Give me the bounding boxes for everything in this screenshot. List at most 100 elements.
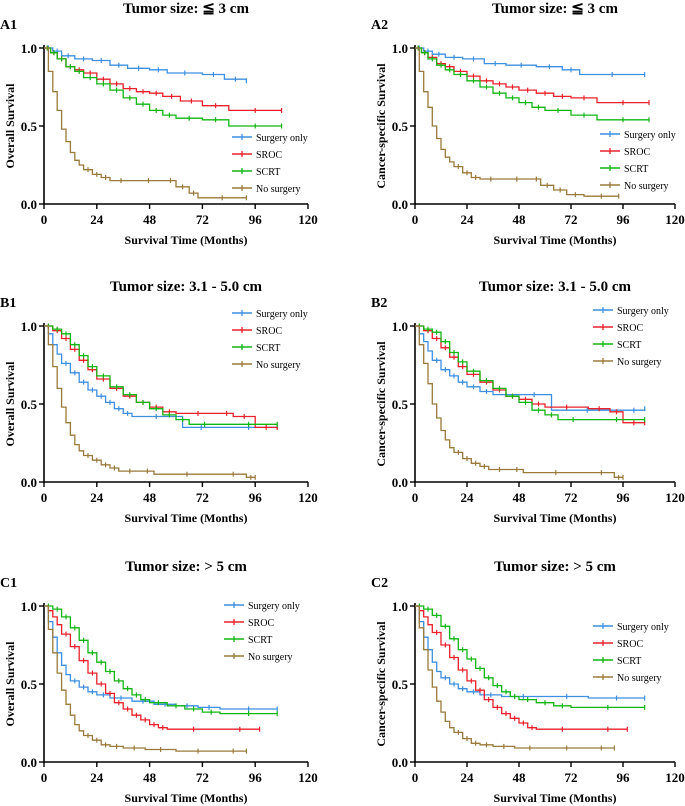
legend-label: SROC — [617, 639, 643, 650]
x-tick-label: 72 — [565, 770, 578, 785]
x-axis-label: Survival Time (Months) — [125, 511, 248, 525]
panel-label: A2 — [371, 18, 388, 33]
legend-label: No surgery — [624, 181, 669, 192]
y-tick-label: 0.5 — [392, 119, 409, 134]
x-tick-label: 24 — [461, 770, 475, 785]
legend-label: SCRT — [256, 343, 280, 354]
legend-label: SCRT — [617, 340, 641, 351]
y-tick-label: 1.0 — [21, 599, 37, 614]
legend-label: SROC — [248, 618, 274, 629]
curve-scrt — [415, 47, 649, 121]
panel-a2: Tumor size: ≦ 3 cm A2 0 24 48 72 96 120 0.0 0.5 1.… — [371, 1, 685, 247]
legend-label: SCRT — [624, 164, 648, 175]
curve-sroc — [44, 605, 260, 730]
y-axis-label: Overall Survival — [3, 83, 17, 169]
x-tick-label: 120 — [298, 212, 318, 227]
legend-label: SCRT — [248, 635, 272, 646]
panel-c1: Tumor size: > 5 cm C1 0 24 48 72 96 120 0.0 0.5 1.… — [0, 559, 318, 805]
y-tick-label: 0.0 — [21, 197, 37, 212]
legend: Surgery only SROC SCRT No surgery — [224, 601, 300, 663]
legend-label: SROC — [256, 326, 282, 337]
x-tick-label: 24 — [461, 490, 475, 505]
y-axis-label: Cancer-specific Survival — [374, 621, 388, 747]
panel-label: C1 — [0, 576, 17, 591]
x-tick-label: 120 — [665, 212, 685, 227]
curve-surgery-only — [44, 47, 248, 81]
y-tick-label: 0.5 — [21, 397, 38, 412]
x-tick-label: 72 — [196, 770, 209, 785]
x-tick-label: 48 — [513, 212, 527, 227]
legend-label: SROC — [624, 147, 650, 158]
x-tick-label: 0 — [412, 490, 419, 505]
panel-label: A1 — [0, 18, 17, 33]
panel-title: Tumor size: > 5 cm — [125, 559, 247, 575]
curve-surgery-only — [44, 325, 278, 429]
panel-title: Tumor size: 3.1 - 5.0 cm — [110, 279, 263, 295]
legend-label: Surgery only — [256, 309, 308, 320]
x-tick-label: 96 — [249, 212, 263, 227]
curve-surgery-only — [415, 325, 646, 411]
y-tick-label: 1.0 — [392, 319, 408, 334]
panel-a1: Tumor size: ≦ 3 cm A1 0 24 48 72 96 120 0.0 0.5 1.… — [0, 1, 318, 247]
y-tick-label: 0.5 — [21, 119, 38, 134]
y-tick-label: 0.0 — [392, 475, 408, 490]
x-tick-label: 48 — [143, 212, 157, 227]
x-tick-label: 48 — [143, 490, 157, 505]
curve-scrt — [415, 325, 645, 421]
x-tick-label: 96 — [617, 212, 631, 227]
y-axis-label: Cancer-specific Survival — [374, 63, 388, 189]
x-tick-label: 24 — [461, 212, 475, 227]
panel-title: Tumor size: ≦ 3 cm — [123, 1, 249, 17]
legend: Surgery only SROC SCRT No surgery — [600, 130, 676, 192]
legend-label: Surgery only — [248, 601, 300, 612]
legend-label: SCRT — [256, 167, 280, 178]
x-tick-label: 48 — [513, 490, 527, 505]
y-tick-label: 1.0 — [392, 41, 408, 56]
x-tick-label: 0 — [41, 212, 48, 227]
legend-label: Surgery only — [617, 306, 669, 317]
x-axis-label: Survival Time (Months) — [494, 511, 617, 525]
curve-no-surgery — [44, 325, 256, 478]
curve-no-surgery — [44, 605, 247, 752]
legend-label: No surgery — [617, 673, 662, 684]
y-tick-label: 0.0 — [21, 755, 37, 770]
x-axis-label: Survival Time (Months) — [125, 233, 248, 247]
curve-surgery-only — [415, 605, 645, 699]
curve-no-surgery — [44, 47, 247, 199]
x-tick-label: 120 — [665, 770, 685, 785]
y-tick-label: 0.0 — [21, 475, 37, 490]
x-axis-label: Survival Time (Months) — [494, 233, 617, 247]
y-tick-label: 1.0 — [392, 599, 408, 614]
x-tick-label: 24 — [90, 212, 104, 227]
panel-title: Tumor size: ≦ 3 cm — [492, 1, 618, 17]
curve-no-surgery — [415, 47, 619, 197]
curve-scrt — [415, 605, 645, 709]
x-tick-label: 0 — [41, 770, 48, 785]
legend: Surgery only SROC SCRT No surgery — [593, 306, 669, 368]
x-axis-label: Survival Time (Months) — [125, 791, 248, 805]
x-tick-label: 72 — [565, 490, 578, 505]
panel-c2: Tumor size: > 5 cm C2 0 24 48 72 96 120 0.0 0.5 1.… — [371, 559, 685, 805]
x-tick-label: 72 — [196, 490, 209, 505]
legend-label: SCRT — [617, 656, 641, 667]
x-tick-label: 120 — [665, 490, 685, 505]
x-tick-label: 0 — [412, 770, 419, 785]
x-tick-label: 120 — [298, 770, 318, 785]
panel-title: Tumor size: > 5 cm — [494, 559, 616, 575]
legend-label: SROC — [617, 323, 643, 334]
panel-b2: Tumor size: 3.1 - 5.0 cm B2 0 24 48 72 96 120 0.… — [371, 279, 685, 525]
legend: Surgery only SROC SCRT No surgery — [593, 622, 669, 684]
panel-title: Tumor size: 3.1 - 5.0 cm — [479, 279, 632, 295]
legend-label: No surgery — [256, 360, 301, 371]
panel-label: C2 — [371, 576, 388, 591]
y-tick-label: 0.5 — [392, 397, 409, 412]
y-tick-label: 1.0 — [21, 319, 37, 334]
x-tick-label: 120 — [298, 490, 318, 505]
y-axis-label: Overall Survival — [3, 641, 17, 727]
legend-label: No surgery — [256, 184, 301, 195]
y-tick-label: 1.0 — [21, 41, 37, 56]
curve-scrt — [44, 325, 278, 425]
x-tick-label: 72 — [196, 212, 209, 227]
legend-label: No surgery — [248, 652, 293, 663]
